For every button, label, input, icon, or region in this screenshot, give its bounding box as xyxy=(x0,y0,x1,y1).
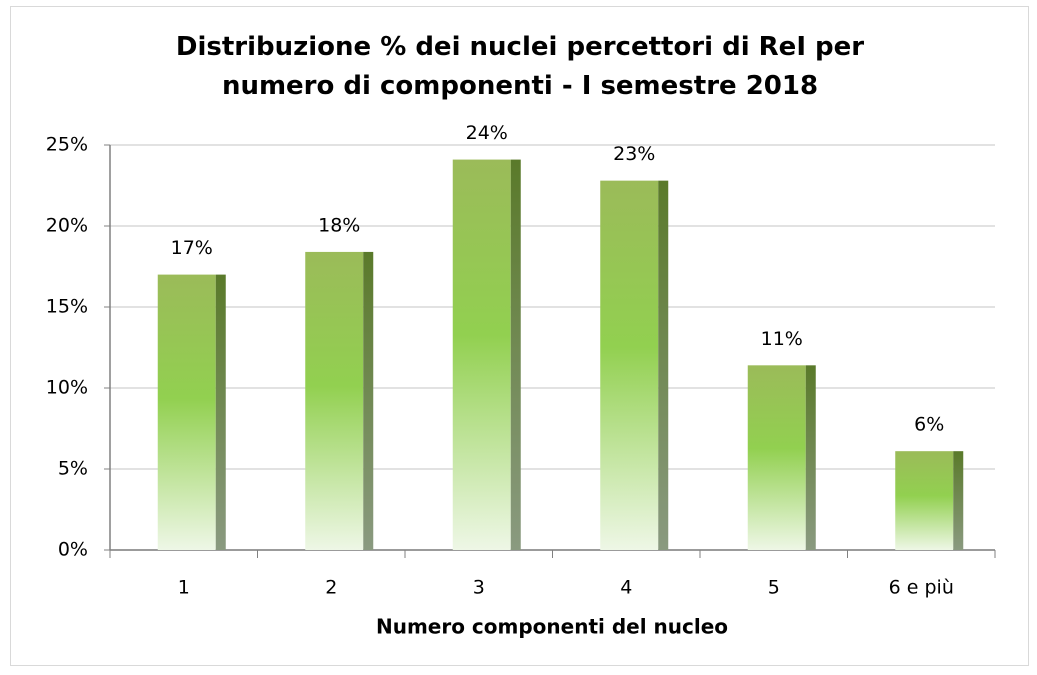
bar-side xyxy=(215,274,226,550)
y-tick-label: 0% xyxy=(58,539,88,561)
data-label: 24% xyxy=(466,122,508,144)
x-tick-label: 2 xyxy=(325,577,337,599)
bar-side xyxy=(658,180,669,550)
bar xyxy=(895,451,954,550)
x-tick-label: 5 xyxy=(768,577,780,599)
bar-side xyxy=(363,251,374,551)
bar-side xyxy=(805,365,816,550)
x-tick-label: 3 xyxy=(473,577,485,599)
data-label: 11% xyxy=(761,328,803,350)
bar xyxy=(305,251,364,551)
bar xyxy=(600,180,659,550)
y-tick-label: 15% xyxy=(46,296,88,318)
y-tick-label: 25% xyxy=(46,134,88,156)
y-tick-label: 20% xyxy=(46,215,88,237)
data-label: 18% xyxy=(318,214,360,236)
x-axis-title: Numero componenti del nucleo xyxy=(376,615,728,639)
x-tick-label: 4 xyxy=(620,577,632,599)
bar xyxy=(452,159,511,550)
data-label: 23% xyxy=(613,143,655,165)
x-tick-label: 1 xyxy=(178,577,190,599)
chart-frame xyxy=(10,6,1029,666)
data-label: 17% xyxy=(171,237,213,259)
chart-title: Distribuzione % dei nuclei percettori di… xyxy=(175,32,865,101)
bar xyxy=(157,274,216,550)
bar-side xyxy=(510,159,521,550)
bar xyxy=(747,365,806,550)
y-tick-label: 10% xyxy=(46,377,88,399)
data-label: 6% xyxy=(914,414,944,436)
y-tick-label: 5% xyxy=(58,458,88,480)
x-tick-label: 6 e più xyxy=(889,577,954,599)
bar-side xyxy=(953,451,964,550)
